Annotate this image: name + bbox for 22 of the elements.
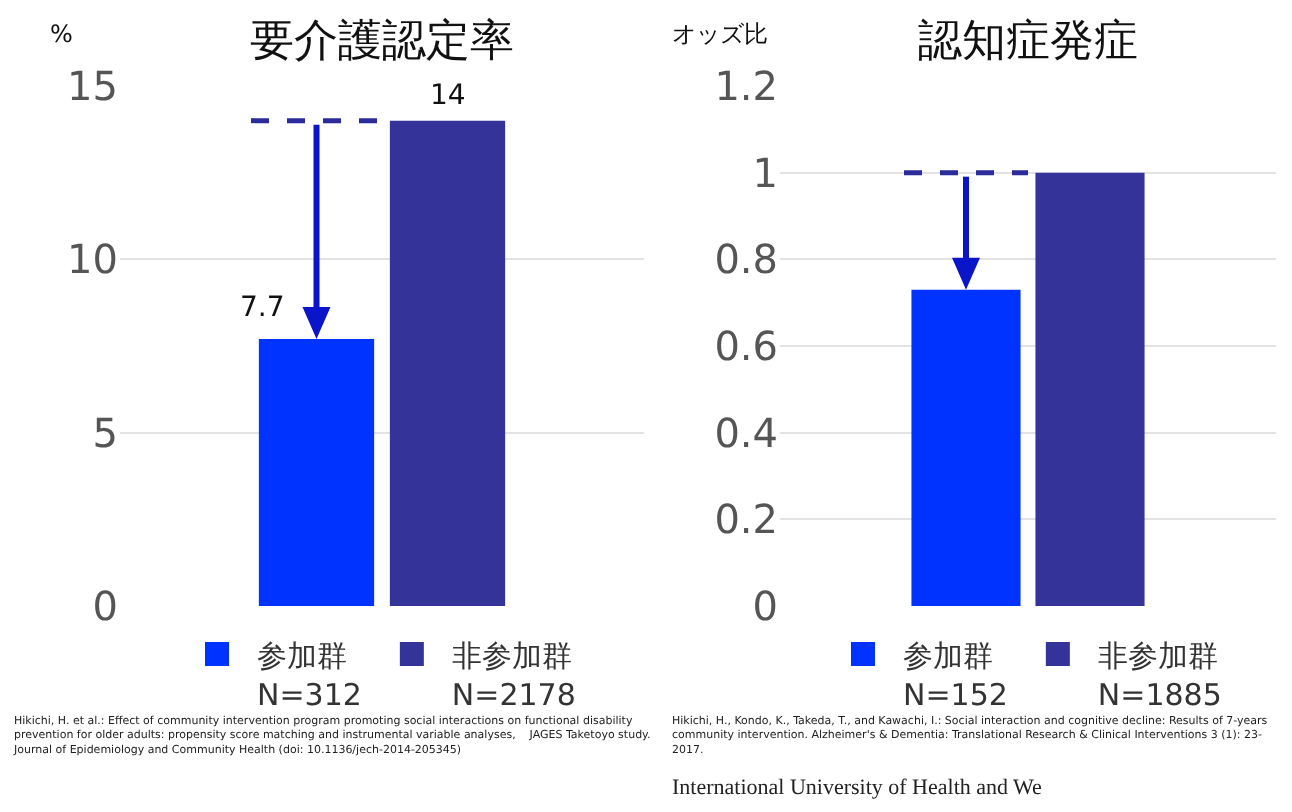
legend-label: 参加群 N=152: [903, 637, 1008, 713]
legend-label: 参加群 N=312: [257, 637, 362, 713]
y-tick-label: 0.2: [714, 495, 778, 544]
y-tick-label: 0.4: [714, 408, 778, 457]
y-tick-label: 5: [92, 408, 118, 457]
y-axis-title: %: [50, 20, 73, 48]
data-label: 14: [430, 80, 466, 112]
chart-title: 要介護認定率: [250, 17, 514, 68]
legend-label: 非参加群 N=2178: [451, 637, 576, 713]
y-tick-label: 0: [752, 582, 778, 630]
y-tick-label: 0: [92, 582, 118, 630]
chart-title: 認知症発症: [918, 17, 1138, 68]
y-tick-label: 10: [67, 235, 118, 284]
y-tick-label: 1: [752, 148, 778, 197]
y-axis-title: オッズ比: [672, 20, 768, 48]
y-tick-label: 0.6: [714, 322, 778, 370]
y-tick-label: 0.8: [714, 235, 778, 284]
y-tick-label: 1.2: [714, 62, 778, 110]
text: International University of Health and We: [672, 776, 1043, 800]
legend-label: 非参加群 N=1885: [1097, 637, 1222, 713]
data-label: 7.7: [240, 292, 285, 324]
y-tick-label: 15: [67, 62, 118, 110]
